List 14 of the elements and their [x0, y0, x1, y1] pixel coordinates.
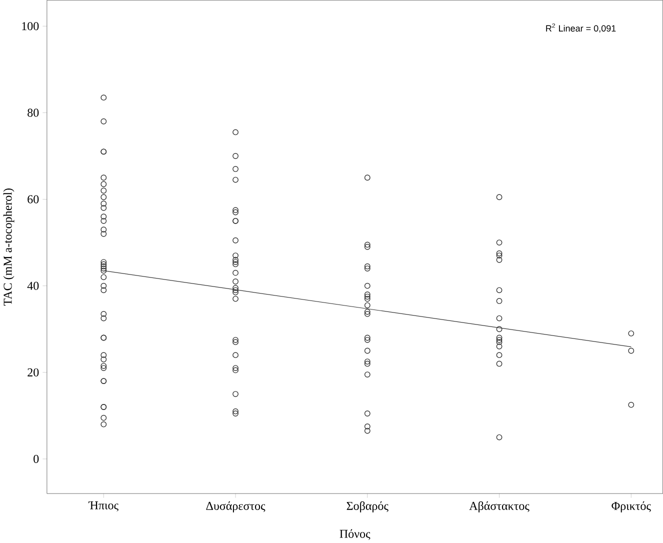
x-tick-label: Ήπιος [88, 501, 118, 512]
x-tick-label: Φρικτός [612, 501, 651, 512]
y-tick-label: 0 [34, 454, 39, 463]
x-tick-label: Σοβαρός [346, 501, 388, 512]
x-axis-title: Πόνος [340, 529, 370, 540]
x-tick-label: Δυσάρεστος [206, 501, 266, 512]
y-axis-title: TAC (mM a-tocopherol) [3, 188, 14, 306]
y-tick-label: 60 [28, 195, 39, 204]
y-tick-label: 20 [28, 368, 39, 376]
y-tick-label: 80 [28, 108, 39, 117]
annotation: R$^{2}$ Linear = 0,091 [546, 23, 616, 33]
y-tick-label: 40 [27, 282, 39, 290]
x-tick-label: Αβάστακτος [469, 501, 530, 512]
y-tick-label: 100 [22, 22, 39, 30]
